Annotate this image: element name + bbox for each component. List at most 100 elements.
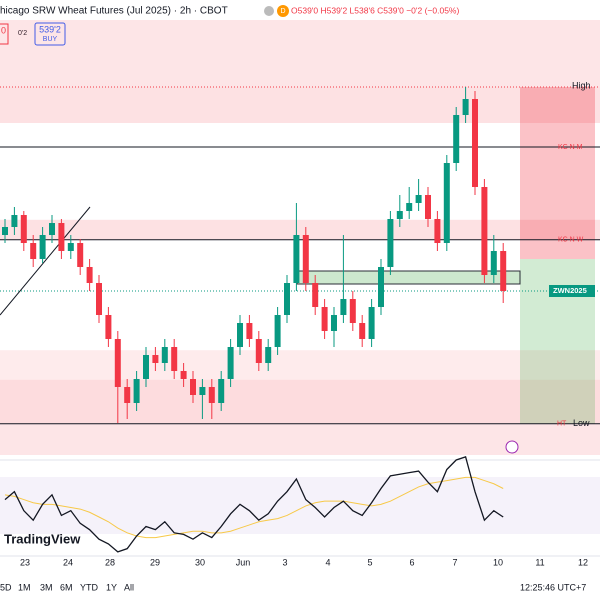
x-tick-label: 10: [493, 557, 503, 567]
dot: [264, 6, 274, 16]
x-tick-label: 7: [452, 557, 457, 567]
candle-body: [331, 315, 337, 331]
candle-body: [190, 379, 196, 395]
zone: [0, 423, 600, 455]
level-label: HT: [557, 421, 567, 428]
candle-body: [180, 371, 187, 379]
candle-body: [171, 347, 178, 371]
candle-body: [227, 347, 234, 379]
candle-body: [143, 355, 149, 379]
candle-body: [86, 267, 93, 283]
candle-body: [500, 251, 507, 291]
zone: [0, 350, 600, 424]
range-button[interactable]: 1M: [18, 582, 31, 592]
x-tick-label: 29: [150, 557, 160, 567]
candle-body: [208, 387, 215, 403]
sell: 0: [1, 25, 6, 35]
candle-body: [274, 315, 281, 347]
candle-body: [133, 379, 140, 403]
zone: [0, 20, 600, 87]
range-button[interactable]: YTD: [80, 582, 99, 592]
range-button[interactable]: All: [124, 582, 134, 592]
stop-box: [520, 259, 595, 424]
candle-body: [481, 187, 488, 275]
candle-body: [368, 307, 375, 339]
level-label: High: [572, 80, 591, 90]
level-label: KC N W: [558, 237, 584, 244]
level-label: Low: [573, 418, 590, 428]
candle-body: [2, 227, 8, 235]
candle-body: [218, 379, 225, 403]
time: 12:25:46 UTC+7: [520, 582, 586, 592]
candle-body: [265, 347, 272, 363]
range-button[interactable]: 1Y: [106, 582, 117, 592]
candle-body: [39, 235, 46, 259]
target-box: [520, 87, 595, 259]
candle-body: [49, 223, 55, 235]
title: hicago SRW Wheat Futures (Jul 2025) · 2h…: [0, 6, 228, 17]
candle-body: [124, 387, 131, 403]
level-label: KC N M: [558, 144, 583, 151]
ohlc: O539'0 H539'2 L538'6 C539'0 −0'2 (−0.05%…: [291, 5, 459, 15]
x-tick-label: 3: [282, 557, 287, 567]
trend-line: [0, 206, 91, 316]
candle-body: [20, 215, 27, 243]
candle-body: [237, 323, 243, 347]
x-tick-label: 12: [578, 557, 588, 567]
event-icon[interactable]: [505, 440, 519, 454]
candle-body: [77, 243, 84, 267]
candle-body: [293, 235, 300, 283]
x-tick-label: 6: [409, 557, 414, 567]
candle-body: [406, 203, 413, 211]
candle-body: [255, 339, 262, 363]
candle-body: [378, 267, 384, 307]
buy-box[interactable]: [34, 22, 66, 46]
candle-body: [453, 115, 460, 163]
x-tick-label: 24: [63, 557, 73, 567]
candle-body: [114, 339, 121, 387]
badge: [277, 5, 289, 17]
zone: [0, 87, 600, 123]
candle-body: [30, 243, 37, 259]
spread: 0'2: [18, 30, 27, 37]
candle-body: [349, 299, 356, 323]
price-tag-text: ZWN2025: [553, 286, 587, 295]
candle-body: [396, 211, 403, 219]
candle-body: [425, 195, 431, 219]
candle-body: [340, 299, 347, 315]
zone: [0, 219, 600, 240]
range-button[interactable]: 3M: [40, 582, 53, 592]
candle-body: [11, 215, 18, 227]
x-tick-label: 11: [535, 557, 544, 567]
candle-body: [302, 235, 309, 283]
range-button[interactable]: 6M: [60, 582, 73, 592]
candle-body: [67, 243, 74, 251]
buy: BUY: [43, 36, 58, 43]
candle-body: [415, 195, 422, 203]
candle-body: [321, 307, 328, 331]
candle-body: [387, 219, 394, 267]
rsi-line: [4, 455, 504, 553]
x-tick-label: 30: [195, 557, 205, 567]
sell-box[interactable]: [0, 23, 9, 45]
price-tag: [549, 285, 595, 297]
x-tick-label: 5: [367, 557, 372, 567]
candle-body: [490, 251, 497, 275]
x-tick-label: 4: [325, 557, 330, 567]
candle-body: [152, 355, 159, 363]
candle-body: [462, 99, 469, 115]
rsi-ma-line: [4, 476, 504, 539]
candle-body: [443, 163, 450, 243]
x-tick-label: Jun: [236, 557, 251, 567]
candle-body: [105, 315, 112, 339]
x-tick-label: 23: [20, 557, 30, 567]
logo: TradingView: [4, 531, 81, 546]
candle-body: [58, 223, 65, 251]
range-button[interactable]: 5D: [0, 582, 12, 592]
candle-body: [284, 283, 290, 315]
candle-body: [246, 323, 253, 339]
candle-body: [199, 387, 206, 395]
candle-body: [434, 219, 441, 243]
